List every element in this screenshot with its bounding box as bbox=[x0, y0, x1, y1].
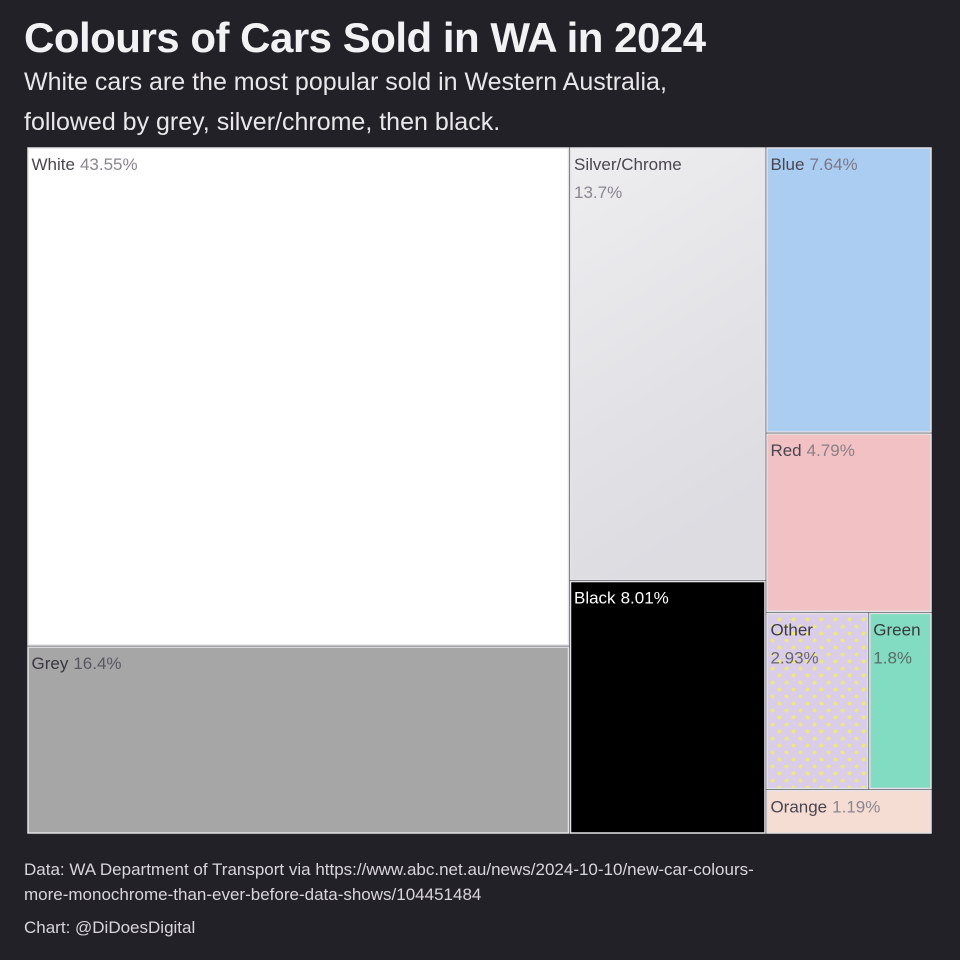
source-note: Data: WA Department of Transport via htt… bbox=[24, 860, 754, 904]
tile-label-silver-chrome: Silver/Chrome bbox=[574, 155, 682, 174]
tile-label-red: Red bbox=[770, 441, 801, 460]
tile-value-other: 2.93% bbox=[770, 648, 818, 667]
tile-value-blue: 7.64% bbox=[809, 155, 857, 174]
tile-label-grey: Grey bbox=[32, 654, 69, 673]
tile-grey bbox=[27, 646, 570, 834]
chart-title: Colours of Cars Sold in WA in 2024 bbox=[24, 14, 706, 61]
tile-green bbox=[869, 612, 932, 790]
chart-footer: Data: WA Department of Transport via htt… bbox=[24, 857, 764, 940]
tile-value-grey: 16.4% bbox=[73, 654, 121, 673]
tile-black bbox=[569, 580, 766, 834]
tile-value-silver-chrome: 13.7% bbox=[574, 183, 622, 202]
tile-label-other: Other bbox=[770, 620, 813, 639]
tile-value-black: 8.01% bbox=[621, 589, 669, 608]
tile-blue bbox=[766, 147, 932, 433]
tile-label-green: Green bbox=[873, 620, 920, 639]
tile-label-black: Black bbox=[574, 589, 616, 608]
tile-value-orange: 1.19% bbox=[832, 797, 880, 816]
tile-value-green: 1.8% bbox=[873, 648, 912, 667]
tile-orange bbox=[766, 789, 932, 834]
chart-credit: Chart: @DiDoesDigital bbox=[24, 918, 196, 937]
tile-label-orange: Orange bbox=[770, 797, 827, 816]
treemap-chart: White 43.55% Grey 16.4% Silver/Chrome 13.7% Bl… bbox=[27, 147, 932, 834]
tile-other bbox=[766, 612, 869, 790]
tile-value-white: 43.55% bbox=[80, 155, 138, 174]
tile-red bbox=[766, 433, 932, 613]
tile-label-blue: Blue bbox=[770, 155, 804, 174]
tile-white bbox=[27, 147, 570, 646]
tile-silver-chrome bbox=[569, 147, 766, 581]
tile-value-red: 4.79% bbox=[807, 441, 855, 460]
tile-label-white: White bbox=[32, 155, 75, 174]
chart-subtitle: White cars are the most popular sold in … bbox=[24, 68, 667, 136]
